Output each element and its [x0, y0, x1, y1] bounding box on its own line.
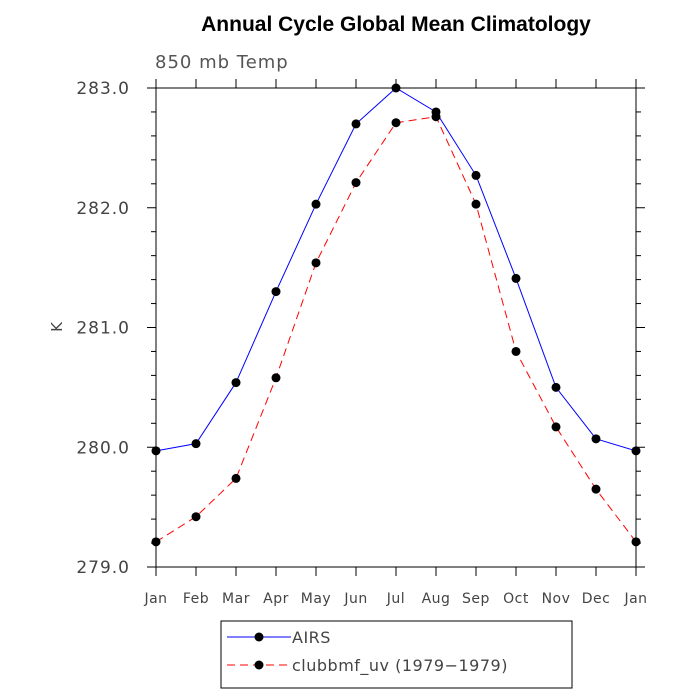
series-2-point [511, 346, 521, 356]
series-1-point [231, 378, 241, 388]
series-1-point [471, 170, 481, 180]
legend-box [220, 620, 573, 689]
x-tick-label: Apr [263, 591, 289, 607]
series-1-point [311, 199, 321, 209]
plot-axes: 279.0 280.0 281.0 282.0 283.0 Jan Feb Mar Apr May… [76, 79, 647, 607]
chart-title: Annual Cycle Global Mean Climatology [201, 13, 591, 36]
series-2-point [191, 512, 201, 522]
series-2-point [391, 118, 401, 128]
legend: AIRS clubbmf_uv (1979−1979) [220, 620, 573, 689]
series-1-point [551, 382, 561, 392]
y-tick-label: 279.0 [76, 558, 130, 578]
legend-label-1: AIRS [292, 628, 331, 647]
legend-marker-1 [254, 632, 264, 642]
series-1-point [191, 439, 201, 449]
x-tick-label: Jun [343, 591, 367, 607]
series-1-point [511, 273, 521, 283]
series-2-point [591, 484, 601, 494]
series-1-point [391, 83, 401, 93]
series-2-point [271, 373, 281, 383]
legend-marker-2 [254, 660, 264, 670]
series-2-point [431, 112, 441, 122]
series-2-point [471, 199, 481, 209]
series-1-point [271, 287, 281, 297]
y-tick-label: 280.0 [76, 438, 130, 458]
x-tick-label: May [301, 591, 331, 607]
x-tick-label: Feb [183, 591, 209, 607]
x-tick-label: Jan [623, 591, 647, 607]
series-1-point [151, 446, 161, 456]
plot-frame [155, 87, 637, 568]
legend-label-2: clubbmf_uv (1979−1979) [292, 656, 508, 676]
series-line-2 [155, 116, 637, 543]
x-tick-label: Oct [503, 591, 529, 607]
x-tick-label: Dec [582, 591, 611, 607]
x-tick-label: Mar [222, 591, 250, 607]
series-2-point [231, 473, 241, 483]
x-tick-label: Nov [542, 591, 571, 607]
x-tick-label: Sep [462, 591, 490, 607]
series-2-point [631, 537, 641, 547]
series-line-1 [155, 87, 637, 452]
series-2-point [551, 422, 561, 432]
series-1-point [591, 434, 601, 444]
y-tick-label: 282.0 [76, 199, 130, 219]
series-1-point [351, 119, 361, 129]
series-layer [151, 83, 641, 547]
y-tick-label: 281.0 [76, 319, 130, 339]
x-tick-label: Aug [422, 591, 451, 607]
x-tick-label: Jan [143, 591, 167, 607]
y-axis-label: K [48, 321, 66, 332]
series-2-point [151, 537, 161, 547]
chart-subtitle: 850 mb Temp [155, 52, 289, 73]
series-2-point [311, 258, 321, 268]
series-2-point [351, 178, 361, 188]
x-tick-label: Jul [386, 591, 405, 607]
series-1-point [631, 446, 641, 456]
y-tick-label: 283.0 [76, 79, 130, 99]
